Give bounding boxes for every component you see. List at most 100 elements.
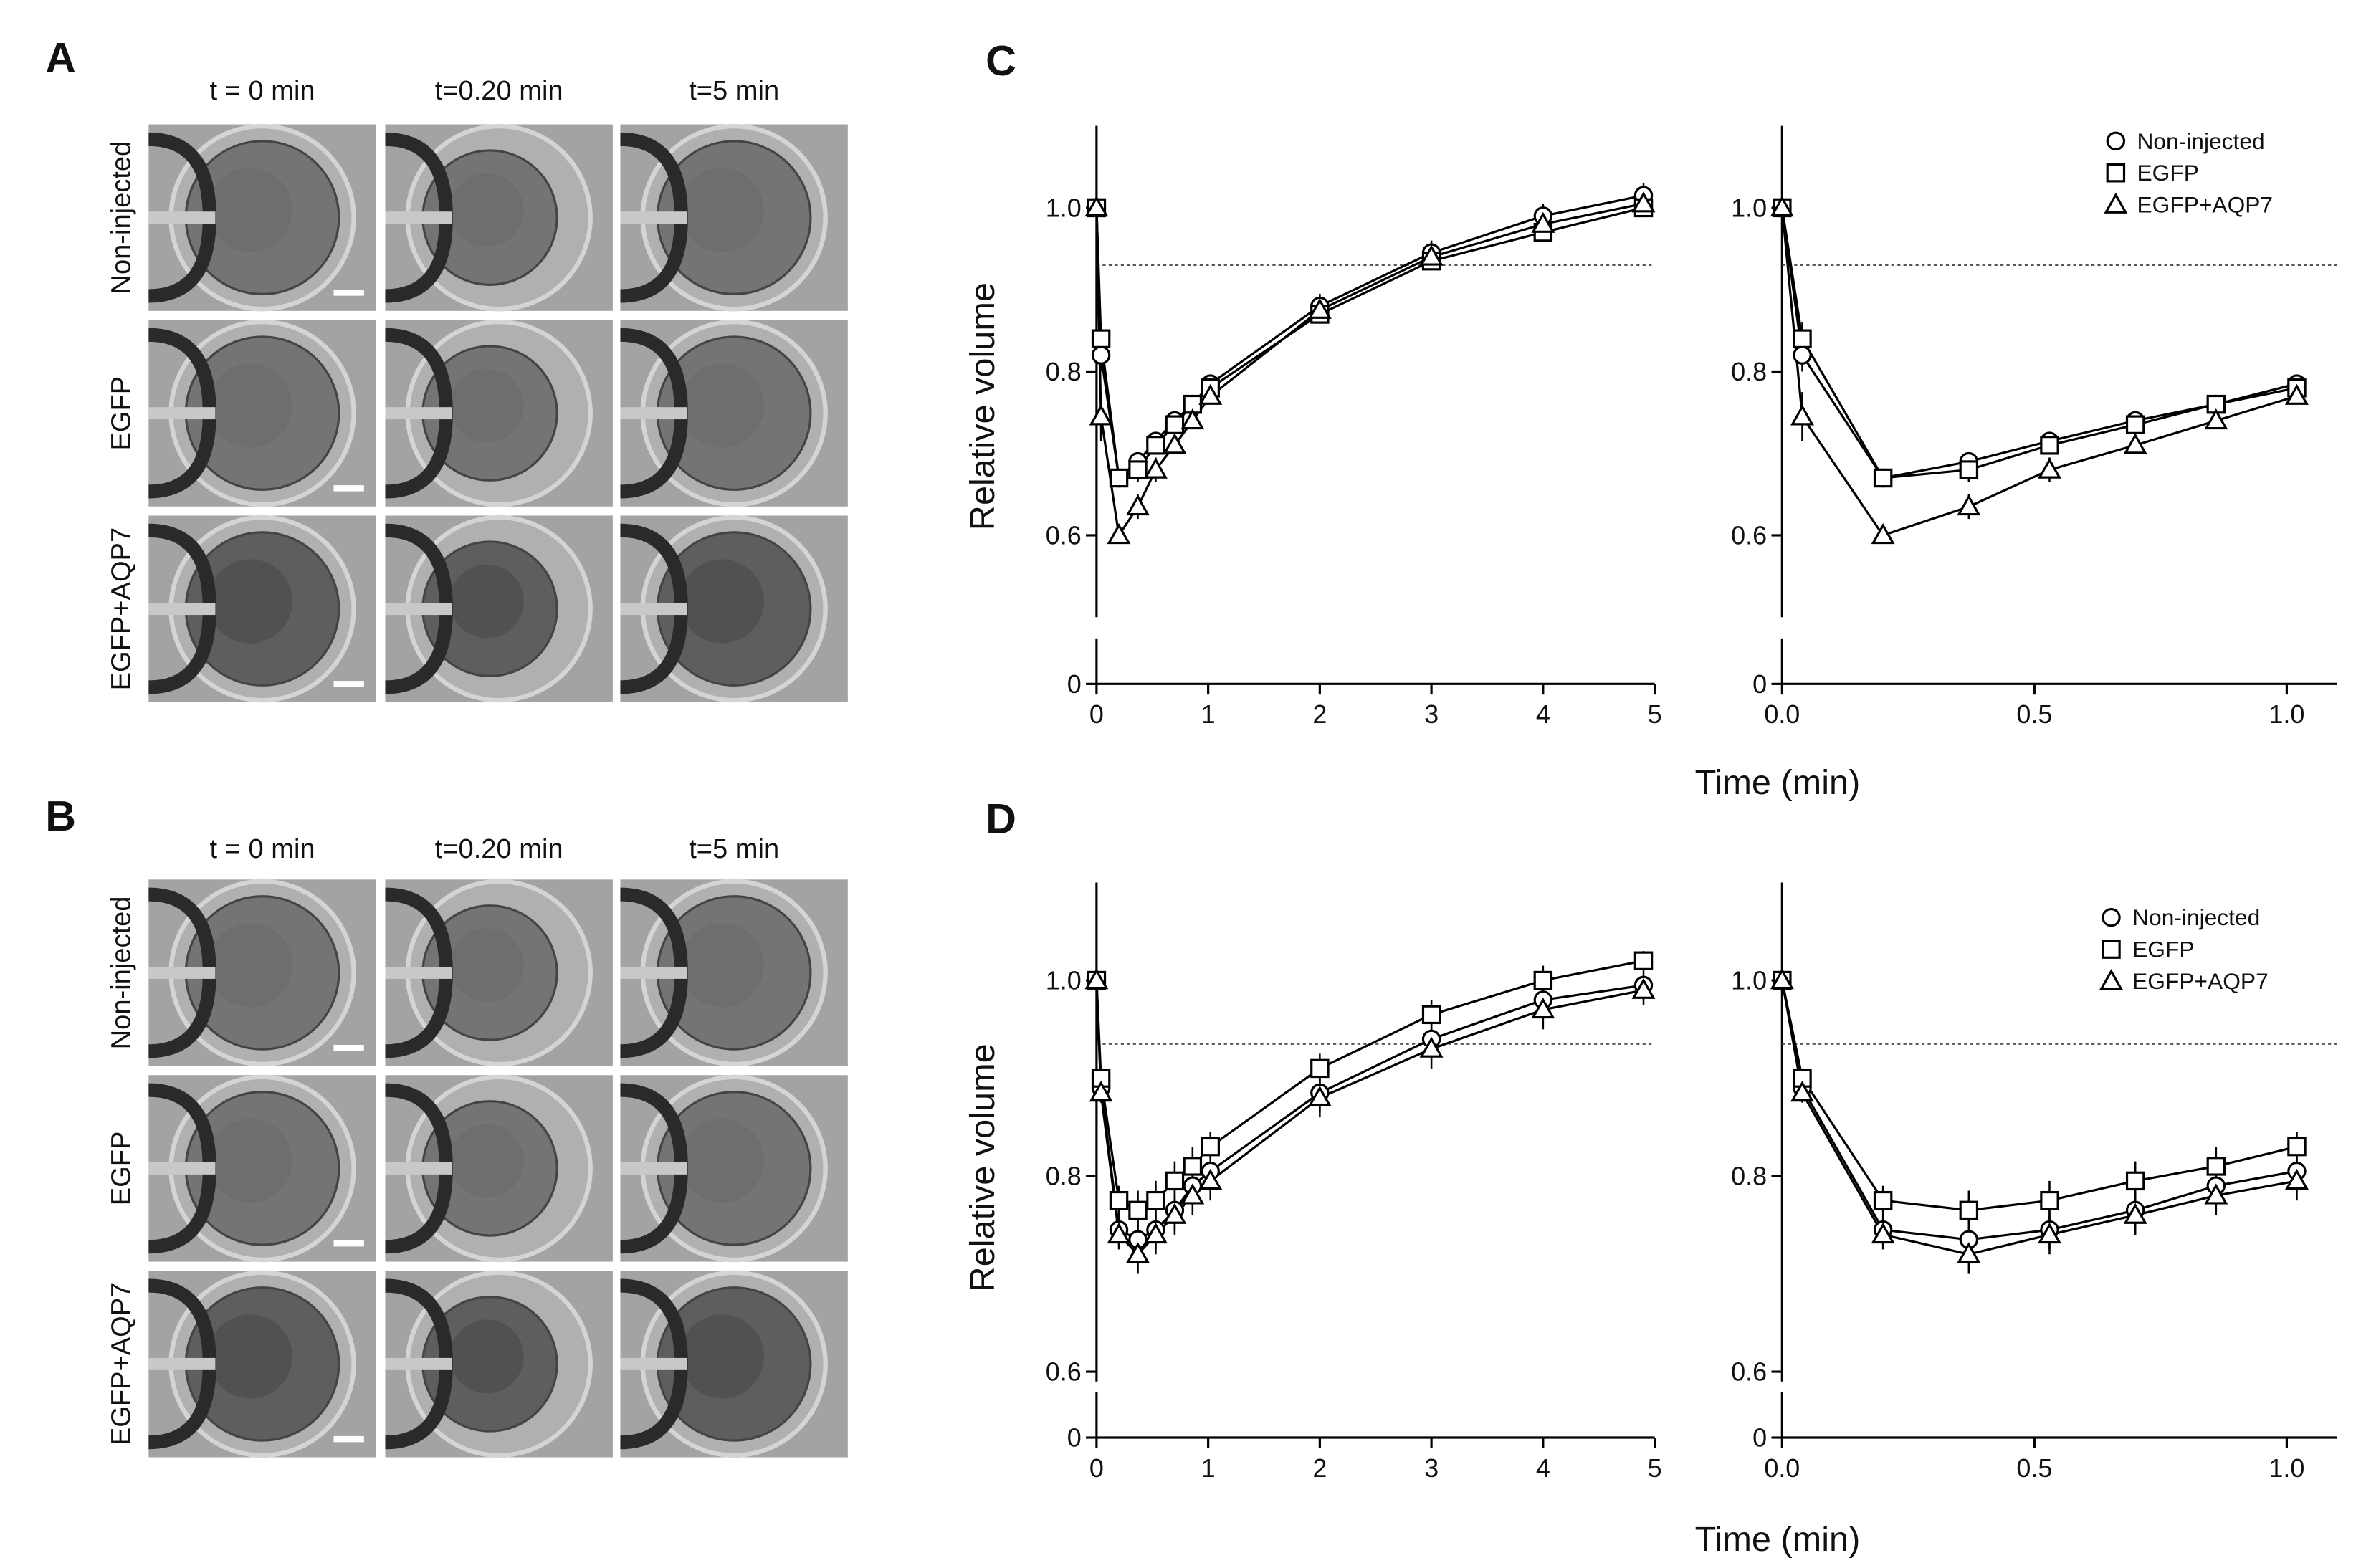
column-header: t=5 min	[689, 76, 779, 106]
texture	[679, 1119, 764, 1203]
micrograph	[148, 319, 376, 507]
micrograph	[620, 515, 848, 703]
x-axis-label: Time (min)	[1695, 763, 1861, 802]
scale-bar	[333, 681, 364, 687]
y-tick-label: 0.6	[1731, 1357, 1767, 1387]
marker	[1084, 195, 1109, 217]
pipette-lumen	[620, 603, 687, 616]
texture	[208, 363, 292, 448]
scale-bar	[333, 1044, 364, 1051]
legend-label: EGFP	[2132, 937, 2194, 962]
y-tick-label: 0	[1067, 1423, 1082, 1453]
y-axis-label: Relative volume	[963, 1043, 1002, 1291]
marker	[1770, 968, 1794, 990]
x-tick-label: 3	[1424, 699, 1439, 729]
texture	[679, 923, 764, 1008]
y-tick-label: 1.0	[1731, 193, 1767, 222]
marker	[1146, 436, 1165, 455]
marker	[2123, 1203, 2147, 1224]
pipette-lumen	[385, 211, 452, 224]
x-tick-label: 5	[1648, 1453, 1662, 1483]
micrograph	[148, 1074, 376, 1263]
texture	[679, 363, 764, 448]
series-line	[1780, 980, 2297, 1256]
texture	[679, 168, 764, 252]
pipette-lumen	[148, 966, 216, 979]
x-tick-label: 0.0	[1764, 1453, 1800, 1483]
legend-label: EGFP+AQP7	[2137, 192, 2273, 218]
scale-bar	[333, 290, 364, 296]
micrograph	[620, 1270, 848, 1458]
scale-bar	[333, 485, 364, 492]
marker	[1089, 404, 1113, 426]
y-tick-label: 0.8	[1731, 357, 1767, 386]
y-tick-label: 0	[1067, 669, 1082, 699]
x-axis-label: Time (min)	[1695, 1520, 1861, 1559]
marker	[1198, 383, 1223, 405]
column-header: t=5 min	[689, 834, 779, 864]
y-axis-label: Relative volume	[963, 282, 1002, 530]
marker	[1957, 1242, 1981, 1263]
x-tick-label: 0	[1089, 699, 1104, 729]
pipette-lumen	[385, 1162, 452, 1175]
pipette-lumen	[385, 603, 452, 616]
marker	[1631, 191, 1656, 213]
marker	[2123, 433, 2147, 454]
x-tick-label: 1.0	[2269, 1453, 2304, 1483]
marker	[1084, 968, 1109, 990]
marker	[1633, 951, 1654, 970]
legend-marker	[2099, 969, 2123, 990]
texture	[449, 1124, 524, 1198]
marker	[1163, 433, 1187, 454]
marker	[1183, 1157, 1203, 1176]
scale-bar	[333, 1435, 364, 1443]
column-header: t = 0 min	[210, 834, 315, 864]
marker	[1631, 977, 1656, 999]
y-tick-label: 0.8	[1046, 357, 1082, 386]
marker	[1957, 494, 1981, 516]
legend-marker	[2106, 163, 2126, 183]
marker	[2204, 1183, 2228, 1205]
marker	[1107, 522, 1131, 545]
series-line	[1095, 980, 1644, 1241]
texture	[208, 559, 292, 644]
marker	[1531, 211, 1555, 233]
micrograph	[385, 319, 613, 507]
pipette-lumen	[385, 407, 452, 420]
marker	[1091, 329, 1111, 348]
marker	[2038, 1222, 2061, 1244]
pipette-lumen	[148, 1162, 216, 1175]
marker	[1959, 460, 1979, 479]
texture	[449, 368, 524, 443]
marker	[1201, 1137, 1220, 1157]
texture	[679, 1314, 764, 1399]
legend-marker	[2106, 131, 2126, 151]
panel-label: C	[986, 37, 1016, 85]
series-line	[1095, 194, 1644, 481]
marker	[1790, 1081, 1814, 1102]
pipette-lumen	[148, 603, 216, 616]
x-tick-label: 0.0	[1764, 699, 1800, 729]
y-tick-label: 0.6	[1046, 1357, 1082, 1387]
marker	[1128, 1200, 1148, 1220]
micrograph	[148, 515, 376, 703]
marker	[1109, 468, 1129, 488]
marker	[2038, 457, 2061, 479]
marker	[1310, 1058, 1330, 1079]
texture	[208, 168, 292, 252]
row-label: EGFP+AQP7	[106, 527, 136, 691]
marker	[2284, 383, 2309, 405]
x-tick-label: 4	[1536, 1453, 1550, 1483]
marker	[1873, 468, 1893, 488]
marker	[2284, 1168, 2309, 1190]
marker	[2125, 415, 2145, 434]
legend-marker	[2104, 192, 2128, 214]
pipette-lumen	[620, 1162, 687, 1175]
y-tick-label: 1.0	[1046, 966, 1082, 995]
row-label: Non-injected	[106, 141, 136, 295]
marker	[1793, 345, 1812, 365]
marker	[1873, 1190, 1893, 1210]
pipette-lumen	[620, 407, 687, 420]
